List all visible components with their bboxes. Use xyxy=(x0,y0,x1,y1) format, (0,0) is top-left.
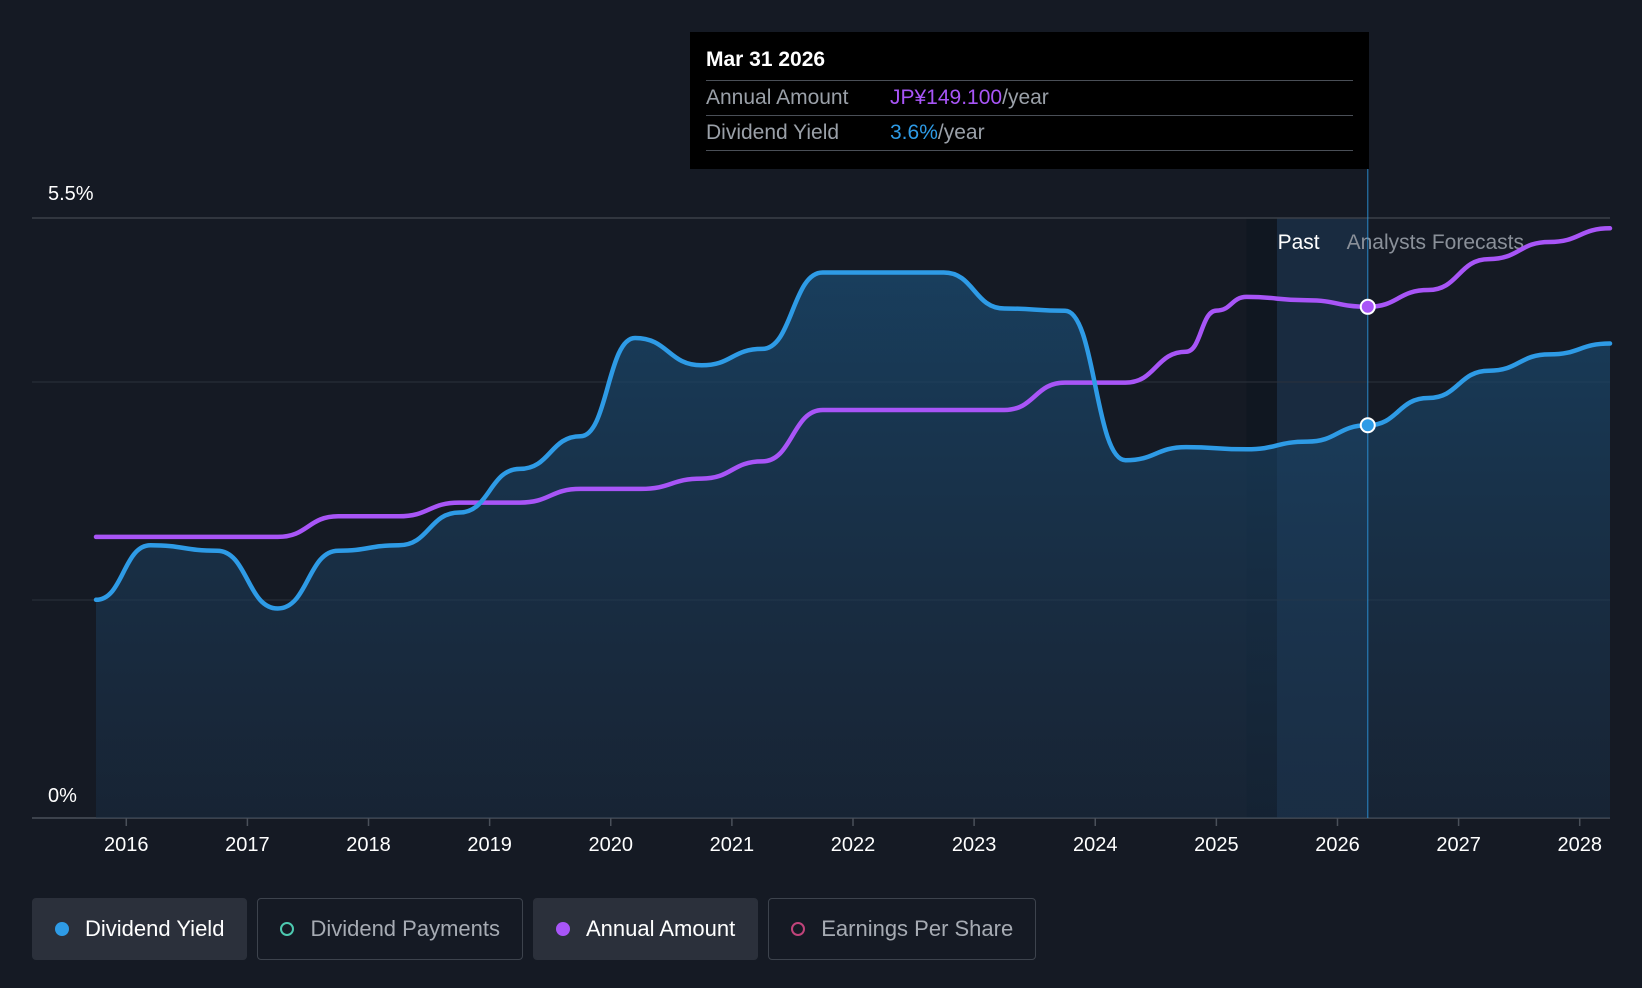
x-tick-label-2026: 2026 xyxy=(1315,834,1360,856)
tooltip-annual-label: Annual Amount xyxy=(706,86,849,109)
legend-annual-amount-label: Annual Amount xyxy=(585,916,736,941)
chart-legend: Dividend Yield Dividend Payments Annual … xyxy=(32,898,1037,960)
earnings-per-share-ring-icon xyxy=(791,922,806,936)
x-tick-label-2018: 2018 xyxy=(346,834,391,856)
annual-amount-marker xyxy=(1359,298,1376,315)
past-label: Past xyxy=(1278,231,1320,254)
tooltip-yield-unit: /year xyxy=(937,121,985,144)
dividend-payments-ring-icon xyxy=(280,922,295,936)
dividend-yield-area xyxy=(96,272,1610,818)
x-tick-label-2022: 2022 xyxy=(831,834,876,856)
tooltip-annual-unit: /year xyxy=(1002,86,1049,109)
dividend-yield-dot-icon xyxy=(55,922,69,936)
dividend-yield-marker xyxy=(1359,417,1376,434)
x-tick-label-2017: 2017 xyxy=(225,834,270,856)
tooltip-yield-value: 3.6% xyxy=(890,121,938,144)
legend-annual-amount[interactable]: Annual Amount xyxy=(532,898,759,960)
y-label-top: 5.5% xyxy=(48,183,94,205)
x-tick-label-2016: 2016 xyxy=(104,834,149,856)
x-tick-label-2020: 2020 xyxy=(589,834,634,856)
legend-dividend-yield-label: Dividend Yield xyxy=(85,916,225,941)
tooltip-row-yield: Dividend Yield 3.6% /year xyxy=(706,116,1353,151)
x-tick-label-2028: 2028 xyxy=(1557,834,1602,856)
chart-tooltip: Mar 31 2026 Annual Amount JP¥149.100 /ye… xyxy=(690,32,1369,169)
dividend-yield-line xyxy=(93,270,1613,611)
tooltip-annual-value: JP¥149.100 xyxy=(890,86,1003,109)
x-tick-label-2019: 2019 xyxy=(467,834,512,856)
tooltip-row-annual: Annual Amount JP¥149.100 /year xyxy=(706,81,1353,116)
legend-earnings-per-share-label: Earnings Per Share xyxy=(821,916,1014,941)
y-label-bottom: 0% xyxy=(48,785,77,807)
x-tick-label-2025: 2025 xyxy=(1194,834,1239,856)
x-tick-label-2027: 2027 xyxy=(1436,834,1481,856)
legend-dividend-payments[interactable]: Dividend Payments xyxy=(257,898,523,960)
x-tick-label-2023: 2023 xyxy=(952,834,997,856)
x-tick-label-2021: 2021 xyxy=(710,834,755,856)
tooltip-yield-label: Dividend Yield xyxy=(706,121,840,144)
legend-earnings-per-share[interactable]: Earnings Per Share xyxy=(768,898,1037,960)
tooltip-date: Mar 31 2026 xyxy=(706,46,1353,81)
legend-dividend-payments-label: Dividend Payments xyxy=(310,916,500,941)
annual-amount-dot-icon xyxy=(555,922,570,936)
x-tick-label-2024: 2024 xyxy=(1073,834,1118,856)
forecast-label: Analysts Forecasts xyxy=(1347,231,1524,254)
legend-dividend-yield[interactable]: Dividend Yield xyxy=(32,898,248,960)
